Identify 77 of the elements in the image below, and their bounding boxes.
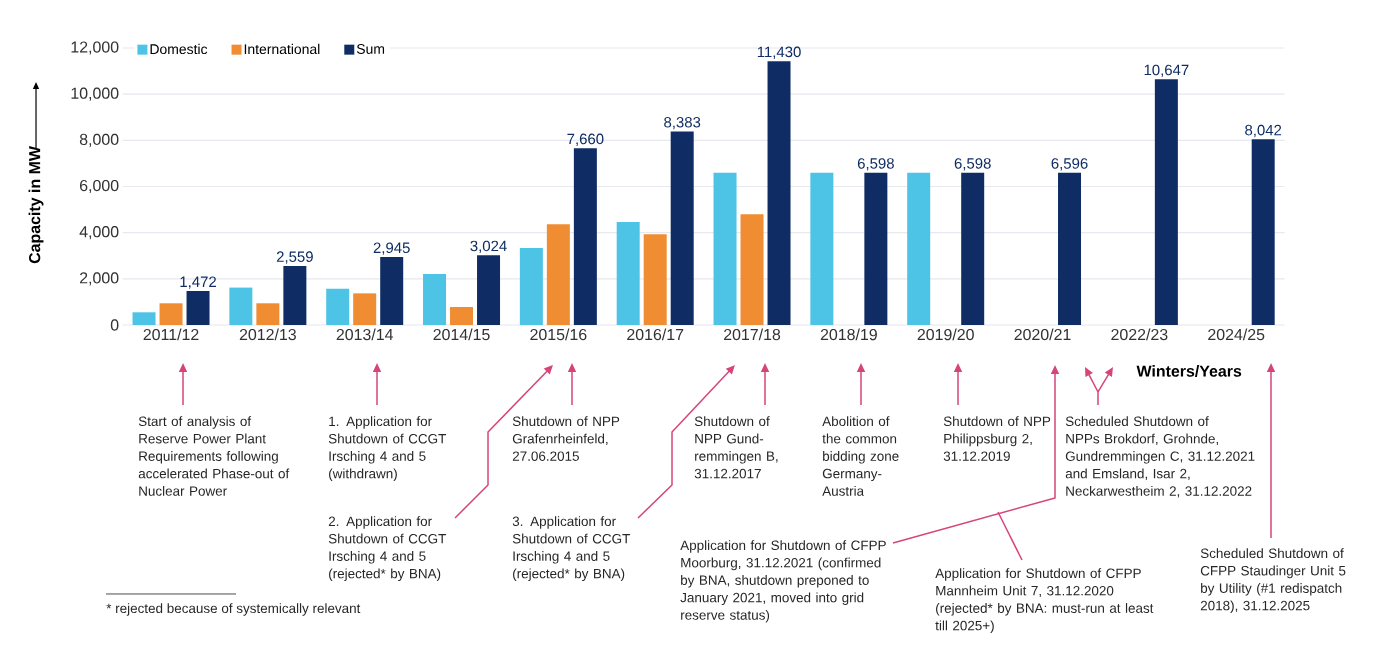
bar — [1251, 139, 1275, 325]
bar — [450, 306, 474, 325]
y-tick-label: 10,000 — [71, 87, 119, 101]
data-label: 2,945 — [373, 242, 410, 255]
data-label: 6,598 — [954, 158, 991, 171]
x-tick-label: 2014/15 — [433, 328, 490, 341]
bar — [380, 257, 404, 325]
text: 2. Application for Shutdown of CCGT Irsching 4 and 5 (rejected* by BNA) — [328, 516, 446, 582]
text: 1. Application for Shutdown of CCGT Irsching 4 and 5 (withdrawn) — [328, 416, 446, 482]
bar — [132, 312, 156, 325]
bar — [961, 172, 985, 325]
data-label: 8,042 — [1245, 124, 1282, 138]
data-label: 1,472 — [180, 276, 216, 289]
text: Shutdown of NPP Gund-remmingen B, 31.12.2017 — [694, 416, 778, 479]
bar — [423, 273, 447, 325]
text: 3. Application for Shutdown of CCGT Irsching 4 and 5 (rejected* by BNA) — [512, 516, 630, 582]
x-tick-label: 2024/25 — [1208, 328, 1265, 341]
bar — [1154, 79, 1178, 325]
x-tick-label: 2019/20 — [917, 328, 974, 341]
bar — [477, 255, 501, 325]
bar — [643, 234, 667, 325]
text: Shutdown of NPP Grafenrheinfeld, 27.06.2015 — [512, 416, 620, 461]
x-tick-label: 2015/16 — [530, 328, 587, 341]
x-tick-label: 2013/14 — [336, 328, 394, 341]
x-tick-label: 2022/23 — [1111, 328, 1168, 341]
text: Application for Shutdown of CFPP Mannheim Unit 7, 31.12.2020 (rejected* by BNA: must-run at least till 2025+) — [935, 568, 1154, 634]
bar — [864, 172, 888, 325]
x-axis-title: Winters/Years — [1136, 365, 1242, 377]
bar — [1058, 172, 1082, 325]
data-label: 6,596 — [1051, 158, 1088, 171]
y-tick-label: 12,000 — [71, 41, 119, 55]
data-label: 6,598 — [857, 158, 894, 171]
bar — [907, 172, 931, 325]
bar — [186, 291, 210, 325]
bar — [767, 61, 791, 325]
text: Scheduled Shutdown of NPPs Brokdorf, Grohnde, Gundremmingen C, 31.12.2021 and Emsland, Isar 2, Neckarwestheim 2, 31.12.2022 — [1065, 416, 1255, 498]
bar — [573, 148, 597, 325]
legend-label: Domestic — [150, 43, 208, 55]
y-tick-label: 2,000 — [80, 272, 119, 286]
bar — [713, 172, 737, 325]
data-label: 7,660 — [567, 133, 604, 146]
bar — [810, 172, 834, 325]
data-label: 3,024 — [470, 240, 507, 253]
text: Start of analysis of Reserve Power Plant Requirements following accelerated Phase-out of Nuclear Power — [138, 416, 290, 496]
bar — [283, 265, 307, 325]
text: Abolition of the common bidding zone Germany-Austria — [822, 416, 899, 496]
text: Scheduled Shutdown of CFPP Staudinger Unit 5 by Utility (#1 redispatch 2018), 31.12.2025 — [1200, 548, 1346, 614]
bar — [256, 303, 280, 325]
text: Application for Shutdown of CFPP Moorburg, 31.12.2021 (confirmed by BNA, shutdown preponed to January 2021, moved into grid reserve status) — [680, 540, 886, 623]
bar — [519, 248, 543, 325]
bar — [616, 222, 640, 325]
x-tick-label: 2018/19 — [820, 328, 877, 341]
legend-label: Sum — [356, 44, 385, 54]
text: * rejected because of systemically relevant — [106, 603, 361, 616]
y-axis-title: Capacity in MW — [28, 146, 44, 264]
x-tick-label: 2017/18 — [724, 328, 781, 341]
x-tick-label: 2011/12 — [143, 328, 199, 341]
data-label: 10,647 — [1144, 64, 1189, 78]
bar — [740, 214, 764, 325]
x-tick-label: 2020/21 — [1014, 328, 1071, 341]
data-label: 2,559 — [276, 251, 313, 264]
x-tick-label: 2012/13 — [239, 328, 296, 341]
bar — [229, 287, 253, 325]
y-tick-label: 0 — [110, 319, 119, 331]
y-tick-label: 8,000 — [79, 133, 119, 147]
data-label: 8,383 — [664, 116, 701, 130]
bar — [670, 131, 694, 325]
bar — [546, 224, 570, 325]
data-label: 11,430 — [757, 46, 801, 59]
legend-label: International — [244, 43, 320, 55]
x-tick-label: 2016/17 — [627, 328, 684, 341]
text: Shutdown of NPP Philippsburg 2, 31.12.2019 — [943, 416, 1051, 461]
bar — [326, 288, 350, 325]
y-tick-label: 6,000 — [80, 179, 119, 194]
bar — [353, 293, 377, 325]
y-tick-label: 4,000 — [79, 226, 119, 240]
bar — [159, 303, 183, 325]
